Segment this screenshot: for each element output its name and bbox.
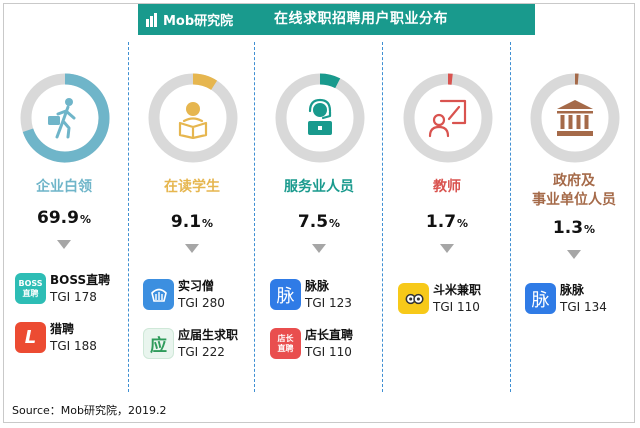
source-note: Source：Mob研究院，2019.2 bbox=[12, 404, 167, 417]
category-label: 教师 bbox=[433, 179, 461, 195]
share-value: 1.3% bbox=[511, 218, 637, 238]
share-arc bbox=[192, 73, 218, 90]
header-bar: Mob研究院 在线求职招聘用户职业分布 bbox=[138, 4, 535, 35]
down-triangle-icon bbox=[312, 244, 326, 253]
app-name: 猎聘 bbox=[50, 322, 75, 336]
share-number: 9.1 bbox=[170, 212, 202, 232]
doumi-app-icon bbox=[398, 283, 429, 314]
office-worker-icon bbox=[48, 98, 76, 139]
app-name: BOSS直聘 bbox=[50, 273, 111, 287]
share-arc bbox=[22, 73, 110, 163]
dianzhang-app-icon: 店长 直聘 bbox=[270, 328, 301, 359]
app-name: 店长直聘 bbox=[305, 328, 354, 342]
occupation-column: 企业白领 69.9% BOSS 直聘 BOSS直聘 TGI 178 L 猎聘 TGI 188 bbox=[1, 0, 127, 400]
percent-sign: % bbox=[202, 217, 214, 230]
app-tgi: TGI 188 bbox=[50, 339, 97, 353]
mob-logo: Mob研究院 bbox=[146, 9, 233, 30]
boss-zhipin-app-icon: BOSS 直聘 bbox=[15, 273, 46, 304]
share-value: 7.5% bbox=[256, 212, 382, 232]
share-value: 9.1% bbox=[129, 212, 255, 232]
percent-sign: % bbox=[329, 217, 341, 230]
app-tgi: TGI 178 bbox=[50, 290, 97, 304]
share-value: 1.7% bbox=[384, 212, 510, 232]
yingjiesheng-app-icon: 应 bbox=[143, 328, 174, 359]
share-number: 1.7 bbox=[425, 212, 457, 232]
app-name: 脉脉 bbox=[560, 283, 585, 297]
government-building-icon bbox=[557, 100, 593, 136]
app-tgi: TGI 222 bbox=[178, 345, 225, 359]
app-name: 斗米兼职 bbox=[433, 283, 482, 297]
down-triangle-icon bbox=[185, 244, 199, 253]
share-number: 1.3 bbox=[552, 218, 584, 238]
occupation-column: 服务业人员 7.5% 脉脉脉 TGI 123 店长 直聘 店长直聘 TGI 110 bbox=[256, 0, 382, 400]
app-tgi: TGI 280 bbox=[178, 296, 225, 310]
app-tgi: TGI 110 bbox=[433, 300, 480, 314]
percent-sign: % bbox=[79, 213, 91, 226]
occupation-column: 在读学生 9.1% 实习僧 TGI 280 应应届生求职 TGI 222 bbox=[129, 0, 255, 400]
app-tgi: TGI 110 bbox=[305, 345, 352, 359]
share-ring bbox=[148, 73, 238, 163]
share-ring bbox=[20, 73, 110, 163]
liepin-app-icon: L bbox=[15, 322, 46, 353]
share-value: 69.9% bbox=[1, 208, 127, 228]
student-reading-icon bbox=[178, 102, 208, 139]
service-agent-icon bbox=[308, 98, 332, 135]
down-triangle-icon bbox=[57, 240, 71, 249]
share-ring bbox=[275, 73, 365, 163]
share-ring bbox=[403, 73, 493, 163]
app-name: 应届生求职 bbox=[178, 328, 239, 342]
category-label: 服务业人员 bbox=[284, 179, 354, 195]
shixiseng-app-icon bbox=[143, 279, 174, 310]
teacher-board-icon bbox=[428, 99, 467, 138]
logo-text: Mob研究院 bbox=[163, 14, 234, 29]
category-label: 政府及 事业单位人员 bbox=[532, 173, 616, 208]
chart-title: 在线求职招聘用户职业分布 bbox=[274, 11, 448, 27]
column-divider bbox=[510, 42, 511, 392]
down-triangle-icon bbox=[567, 250, 581, 259]
share-number: 69.9 bbox=[37, 208, 79, 228]
maimai-app-icon: 脉 bbox=[525, 283, 556, 314]
app-name: 实习僧 bbox=[178, 279, 215, 293]
chart-frame bbox=[3, 3, 635, 423]
category-label: 企业白领 bbox=[36, 179, 92, 195]
down-triangle-icon bbox=[440, 244, 454, 253]
mob-logo-icon bbox=[146, 12, 157, 27]
percent-sign: % bbox=[457, 217, 469, 230]
column-divider bbox=[382, 42, 383, 392]
occupation-column: 教师 1.7% 斗米兼职 TGI 110 bbox=[384, 0, 510, 400]
share-arc bbox=[319, 73, 341, 89]
app-name: 脉脉 bbox=[305, 279, 330, 293]
column-divider bbox=[128, 42, 129, 392]
app-tgi: TGI 123 bbox=[305, 296, 352, 310]
maimai-app-icon: 脉 bbox=[270, 279, 301, 310]
app-tgi: TGI 134 bbox=[560, 300, 607, 314]
share-number: 7.5 bbox=[297, 212, 329, 232]
percent-sign: % bbox=[584, 223, 596, 236]
occupation-column: 政府及 事业单位人员 1.3% 脉脉脉 TGI 134 bbox=[511, 0, 637, 400]
category-label: 在读学生 bbox=[164, 179, 220, 195]
share-ring bbox=[530, 73, 620, 163]
column-divider bbox=[254, 42, 255, 392]
